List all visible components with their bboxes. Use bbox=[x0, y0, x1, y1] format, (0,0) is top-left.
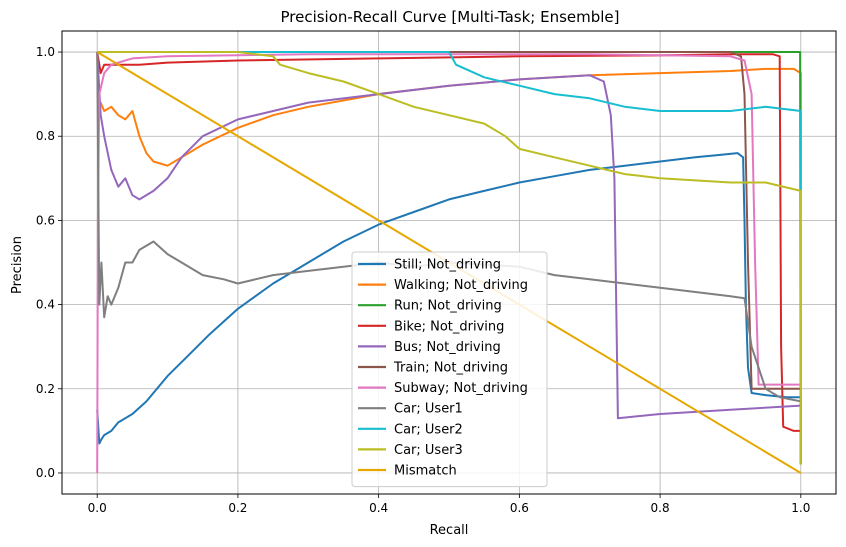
x-tick-label: 0.8 bbox=[651, 501, 670, 515]
legend-box bbox=[351, 251, 548, 488]
y-tick-label: 1.0 bbox=[36, 45, 55, 59]
legend-entry: Subway; Not_driving bbox=[394, 381, 528, 396]
series-lines bbox=[96, 51, 802, 474]
plot-frame bbox=[61, 30, 837, 495]
y-tick-label: 0.8 bbox=[36, 129, 55, 143]
y-tick-label: 0.2 bbox=[36, 382, 55, 396]
series-line-6 bbox=[96, 53, 801, 474]
legend: Still; Not_driving Walking; Not_driving Ru… bbox=[351, 251, 548, 488]
y-tick-label: 0.6 bbox=[36, 213, 55, 227]
y-tick-label: 0.0 bbox=[36, 466, 55, 480]
legend-entry: Bike; Not_driving bbox=[394, 319, 504, 334]
ticks: 0.0 0.2 0.4 0.6 0.8 1.0 0.0 0.2 0.4 0.6 0.8 1.0 bbox=[36, 45, 810, 515]
legend-entry: Train; Not_driving bbox=[393, 361, 508, 376]
x-tick-label: 0.6 bbox=[510, 501, 529, 515]
x-tick-label: 1.0 bbox=[791, 501, 810, 515]
legend-entry: Still; Not_driving bbox=[394, 258, 501, 273]
x-axis-label: Recall bbox=[430, 523, 469, 538]
y-axis-label: Precision bbox=[10, 236, 25, 294]
legend-entry: Car; User3 bbox=[394, 443, 463, 458]
series-line-8 bbox=[97, 51, 802, 191]
legend-entry: Car; User2 bbox=[394, 422, 463, 437]
x-tick-label: 0.4 bbox=[369, 501, 388, 515]
series-line-1 bbox=[96, 51, 802, 465]
x-tick-label: 0.2 bbox=[228, 501, 247, 515]
series-line-9 bbox=[97, 51, 802, 465]
legend-entry: Run; Not_driving bbox=[394, 299, 502, 314]
x-tick-label: 0.0 bbox=[88, 501, 107, 515]
legend-entry: Bus; Not_driving bbox=[394, 340, 501, 355]
y-tick-label: 0.4 bbox=[36, 298, 55, 312]
series-line-4 bbox=[96, 51, 801, 420]
series-line-7 bbox=[96, 51, 801, 403]
chart-title: Precision-Recall Curve [Multi-Task; Ense… bbox=[280, 8, 619, 26]
legend-entry: Walking; Not_driving bbox=[394, 278, 528, 293]
legend-entry: Car; User1 bbox=[394, 402, 463, 417]
legend-entry: Mismatch bbox=[394, 464, 457, 479]
